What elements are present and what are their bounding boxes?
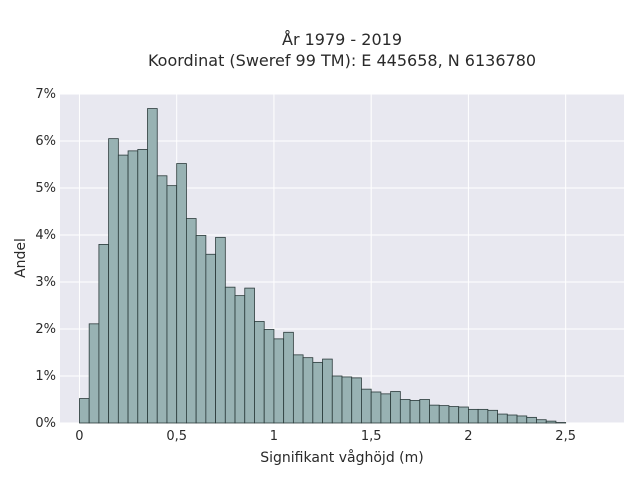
histogram-bar [137,149,148,424]
histogram-bars [79,108,567,424]
histogram-bar [536,419,547,424]
histogram-bar [487,409,498,424]
histogram-bar [254,321,265,424]
x-axis-label: Signifikant våghöjd (m) [260,449,423,466]
histogram-bar [79,398,90,424]
histogram-bar [312,361,323,424]
x-tick-label: 2,5 [555,429,576,444]
histogram-bar [399,399,411,424]
histogram-bar [331,375,343,424]
x-tick-label: 0,5 [166,429,187,444]
histogram-bar [166,185,178,424]
y-tick-label: 1% [35,369,56,384]
histogram-bar [273,338,285,424]
histogram-bar [108,138,119,424]
x-axis-ticks: 0 0,5 1 1,5 2 2,5 [75,429,576,444]
histogram-bar [117,154,129,424]
y-tick-label: 7% [35,87,56,102]
histogram-bar [497,413,508,424]
histogram-bar [234,295,246,424]
y-tick-label: 4% [35,228,56,243]
histogram-bar [322,358,333,424]
histogram-bar [283,331,294,424]
histogram-bar [341,376,353,424]
histogram-bar [156,175,168,424]
histogram-bar [147,108,158,424]
histogram-bar [98,243,110,424]
histogram-bar [88,323,100,424]
histogram-bar [215,236,226,424]
histogram-bar [361,388,372,424]
x-tick-label: 1 [270,429,278,444]
histogram-bar [506,414,518,424]
histogram-bar [224,286,236,424]
y-tick-label: 6% [35,134,56,149]
y-tick-label: 2% [35,322,56,337]
histogram-bar [526,416,537,424]
histogram-bar [380,393,392,424]
histogram-bar [516,415,528,424]
histogram-bar [409,400,421,424]
chart-title-line1: År 1979 - 2019 [282,30,402,49]
histogram-bar [176,163,187,424]
histogram-bar [448,406,460,424]
y-tick-label: 5% [35,181,56,196]
histogram-bar [429,404,440,424]
y-axis-label: Andel [13,238,29,278]
histogram-bar [292,354,304,424]
y-tick-label: 0% [35,416,56,431]
chart-title-line2: Koordinat (Sweref 99 TM): E 445658, N 61… [148,51,536,70]
histogram-bar [370,391,382,424]
histogram-bar [302,357,314,424]
histogram-bar [351,377,362,424]
histogram-bar [477,408,489,424]
histogram-bar [244,287,255,424]
x-tick-label: 2 [464,429,472,444]
x-tick-label: 1,5 [361,429,382,444]
histogram-bar [195,235,207,424]
histogram-bar [263,329,275,424]
y-tick-label: 3% [35,275,56,290]
histogram-bar [205,253,216,424]
histogram-bar [468,408,479,424]
histogram-bar [545,420,557,424]
histogram-bar [390,391,401,424]
histogram-bar [438,405,450,424]
histogram-bar [186,218,197,424]
histogram-bar [458,406,469,424]
y-axis-ticks: 0% 1% 2% 3% 4% 5% 6% 7% [35,87,56,431]
x-tick-label: 0 [75,429,83,444]
histogram-bar [419,399,430,424]
histogram-bar [127,150,139,424]
